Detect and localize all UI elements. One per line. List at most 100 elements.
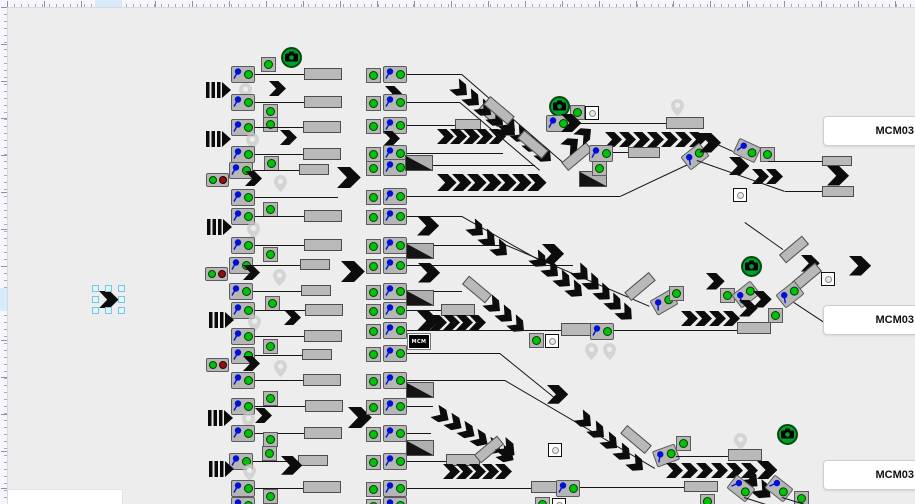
signal-box[interactable] <box>231 237 255 254</box>
green-light-box[interactable] <box>676 436 691 451</box>
signal-box[interactable] <box>231 425 255 442</box>
chevron-arrow[interactable] <box>495 464 512 479</box>
green-light-box[interactable] <box>366 190 381 205</box>
chevron-arrow[interactable] <box>280 130 297 145</box>
connector-line[interactable] <box>613 152 628 153</box>
ramp-box[interactable] <box>406 382 434 398</box>
connector-line[interactable] <box>407 461 446 462</box>
sensor-box[interactable] <box>585 106 599 120</box>
green-light-box[interactable] <box>366 119 381 134</box>
connector-line[interactable] <box>255 127 303 128</box>
conveyor-segment[interactable] <box>822 156 852 166</box>
signal-box[interactable] <box>726 474 756 503</box>
green-light-box[interactable] <box>529 333 544 348</box>
chevron-arrow[interactable] <box>284 310 301 325</box>
conveyor-segment[interactable] <box>301 285 331 296</box>
buffer-icon[interactable] <box>209 461 234 477</box>
conveyor-segment[interactable] <box>728 449 762 461</box>
sensor-box[interactable] <box>545 334 559 348</box>
signal-box[interactable] <box>383 398 407 415</box>
green-light-box[interactable] <box>366 239 381 254</box>
buffer-icon[interactable] <box>207 219 232 235</box>
chevron-arrow[interactable] <box>729 157 750 175</box>
chevron-arrow[interactable] <box>696 463 713 478</box>
connector-line[interactable] <box>407 380 505 381</box>
chevron-arrow[interactable] <box>661 132 678 147</box>
connector-line[interactable] <box>407 406 433 407</box>
chevron-arrow[interactable] <box>757 461 778 479</box>
buffer-icon[interactable] <box>206 82 231 98</box>
signal-box[interactable] <box>764 474 794 503</box>
signal-box[interactable] <box>231 189 255 206</box>
chevron-arrow[interactable] <box>452 174 472 192</box>
connector-line[interactable] <box>407 216 462 217</box>
green-light-box[interactable] <box>262 446 277 461</box>
chevron-arrow[interactable] <box>512 174 532 192</box>
selection-handle[interactable] <box>92 296 99 303</box>
selection-handle[interactable] <box>105 285 112 292</box>
connector-line[interactable] <box>407 102 460 103</box>
buffer-icon[interactable] <box>208 410 233 426</box>
chevron-arrow[interactable] <box>243 356 260 371</box>
green-light-box[interactable] <box>366 455 381 470</box>
chevron-arrow[interactable] <box>675 132 692 147</box>
chevron-arrow[interactable] <box>849 256 872 276</box>
connector-line[interactable] <box>255 216 304 217</box>
chevron-arrow[interactable] <box>450 129 467 144</box>
signal-box[interactable] <box>383 159 407 176</box>
chevron-arrow[interactable] <box>605 132 622 147</box>
green-light-box[interactable] <box>794 491 809 504</box>
chevron-arrow[interactable] <box>456 315 473 330</box>
green-light-box[interactable] <box>366 210 381 225</box>
connector-line[interactable] <box>407 310 441 311</box>
signal-box[interactable] <box>231 146 255 163</box>
chevron-arrow[interactable] <box>437 174 457 192</box>
chevron-arrow[interactable] <box>269 81 286 96</box>
connector-line[interactable] <box>407 196 620 197</box>
signal-box[interactable] <box>229 283 253 300</box>
connector-line[interactable] <box>255 433 304 434</box>
green-light-box[interactable] <box>261 57 276 72</box>
green-light-box[interactable] <box>700 494 715 504</box>
chevron-arrow[interactable] <box>681 463 698 478</box>
chevron-arrow[interactable] <box>463 129 480 144</box>
connector-line[interactable] <box>407 488 531 489</box>
signal-box[interactable] <box>383 117 407 134</box>
chevron-arrow[interactable] <box>561 114 582 132</box>
conveyor-segment[interactable] <box>304 96 342 108</box>
conveyor-segment[interactable] <box>737 322 771 334</box>
connector-line[interactable] <box>768 161 822 162</box>
connector-line[interactable] <box>255 102 304 103</box>
connector-line[interactable] <box>255 380 303 381</box>
signal-box[interactable] <box>231 372 255 389</box>
chevron-arrow[interactable] <box>647 132 664 147</box>
connector-line[interactable] <box>255 154 303 155</box>
chevron-arrow[interactable] <box>476 129 493 144</box>
signal-box[interactable] <box>231 119 255 136</box>
station-label[interactable]: MCM03 <box>823 305 915 335</box>
signal-box[interactable] <box>546 115 570 132</box>
ramp-box[interactable] <box>406 290 434 306</box>
connector-line[interactable] <box>620 163 691 197</box>
connector-line[interactable] <box>407 74 462 75</box>
conveyor-segment[interactable] <box>304 68 342 80</box>
selection-handle[interactable] <box>118 296 125 303</box>
connector-line[interactable] <box>407 245 507 246</box>
connector-line[interactable] <box>407 291 462 292</box>
connector-line[interactable] <box>255 245 304 246</box>
chevron-arrow[interactable] <box>337 167 361 188</box>
conveyor-segment[interactable] <box>628 147 660 158</box>
green-light-box[interactable] <box>366 482 381 497</box>
signal-box[interactable] <box>231 302 255 319</box>
dual-light-box[interactable] <box>205 267 228 281</box>
ramp-box[interactable] <box>406 243 434 259</box>
station-label[interactable]: MCM03 <box>823 460 915 490</box>
chevron-arrow[interactable] <box>383 131 400 146</box>
connector-line[interactable] <box>433 165 535 166</box>
connector-line[interactable] <box>580 487 684 488</box>
signal-box[interactable] <box>651 443 681 468</box>
signal-box[interactable] <box>231 347 255 364</box>
green-light-box[interactable] <box>366 374 381 389</box>
connector-line[interactable] <box>570 123 666 124</box>
green-light-box[interactable] <box>263 391 278 406</box>
